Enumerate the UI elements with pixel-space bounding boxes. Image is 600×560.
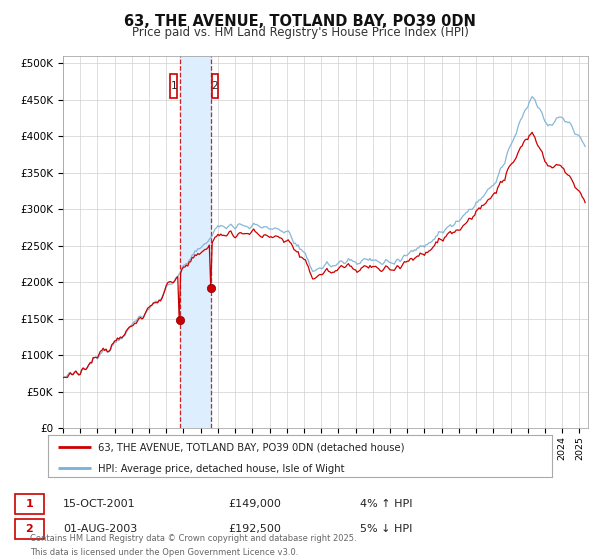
FancyBboxPatch shape bbox=[170, 74, 177, 98]
Text: 2: 2 bbox=[26, 524, 33, 534]
Text: 15-OCT-2001: 15-OCT-2001 bbox=[63, 499, 136, 509]
Text: 2: 2 bbox=[212, 81, 218, 91]
Text: 4% ↑ HPI: 4% ↑ HPI bbox=[360, 499, 413, 509]
Bar bbox=[180, 56, 211, 428]
Text: £149,000: £149,000 bbox=[228, 499, 281, 509]
Text: 63, THE AVENUE, TOTLAND BAY, PO39 0DN (detached house): 63, THE AVENUE, TOTLAND BAY, PO39 0DN (d… bbox=[98, 443, 405, 452]
Text: 01-AUG-2003: 01-AUG-2003 bbox=[63, 524, 137, 534]
Text: 1: 1 bbox=[26, 499, 33, 509]
Text: £192,500: £192,500 bbox=[228, 524, 281, 534]
Text: Contains HM Land Registry data © Crown copyright and database right 2025.
This d: Contains HM Land Registry data © Crown c… bbox=[30, 534, 356, 557]
Text: Price paid vs. HM Land Registry's House Price Index (HPI): Price paid vs. HM Land Registry's House … bbox=[131, 26, 469, 39]
FancyBboxPatch shape bbox=[212, 74, 218, 98]
Text: 5% ↓ HPI: 5% ↓ HPI bbox=[360, 524, 412, 534]
Text: HPI: Average price, detached house, Isle of Wight: HPI: Average price, detached house, Isle… bbox=[98, 464, 345, 474]
Text: 1: 1 bbox=[170, 81, 177, 91]
Text: 63, THE AVENUE, TOTLAND BAY, PO39 0DN: 63, THE AVENUE, TOTLAND BAY, PO39 0DN bbox=[124, 14, 476, 29]
